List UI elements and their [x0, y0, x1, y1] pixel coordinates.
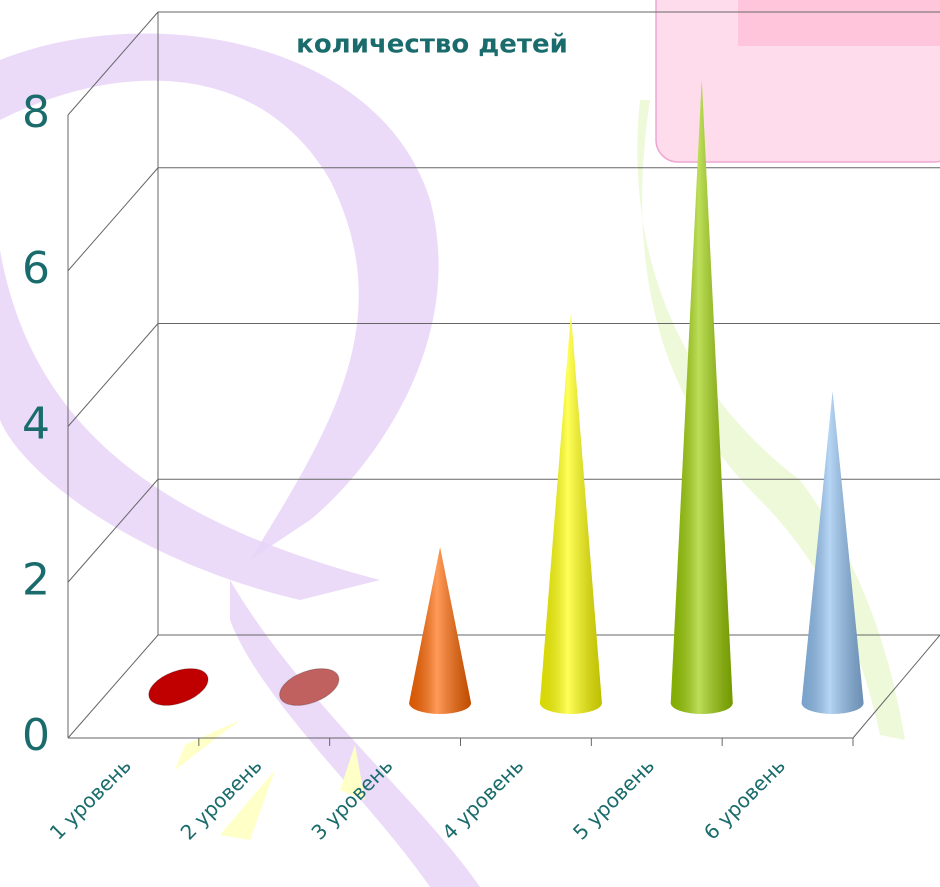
x-tick-label: 4 уровень [437, 753, 528, 844]
y-tick-label: 0 [22, 710, 50, 761]
y-tick-label: 8 [22, 87, 50, 138]
y-tick-label: 2 [22, 554, 50, 605]
grid-line [68, 635, 158, 738]
x-tick-label: 5 уровень [568, 753, 659, 844]
cone-shading [671, 80, 733, 714]
cone-shading [540, 314, 602, 714]
cone [144, 661, 213, 712]
grid-line [68, 168, 158, 271]
grid-line [68, 324, 158, 427]
y-tick-label: 6 [22, 243, 50, 294]
y-tick-label: 4 [22, 399, 50, 450]
x-tick-label: 1 уровень [45, 753, 136, 844]
chart-title: количество детей [296, 30, 568, 60]
chart: количество детей 024681 уровень2 уровень… [0, 0, 940, 887]
cone-shading [409, 547, 471, 714]
background-decoration [0, 0, 940, 887]
x-tick-label: 6 уровень [699, 753, 790, 844]
